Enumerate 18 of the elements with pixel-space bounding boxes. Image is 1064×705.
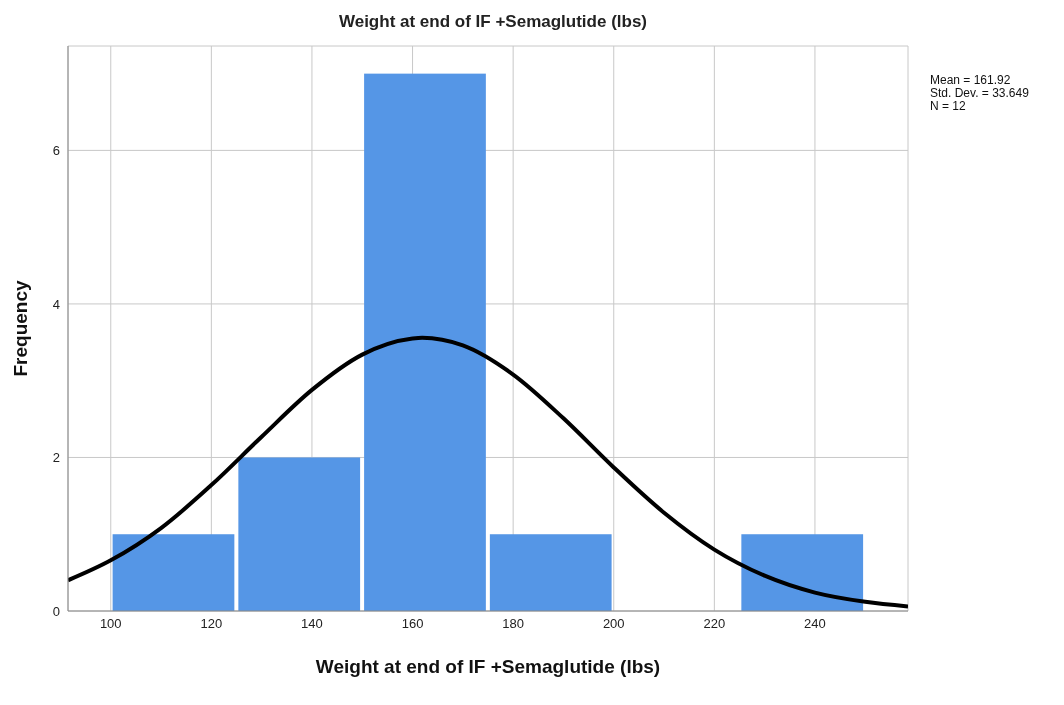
x-tick-label: 140: [301, 616, 323, 632]
x-tick-label: 220: [703, 616, 726, 632]
x-axis-title: Weight at end of IF +Semaglutide (lbs): [315, 656, 661, 677]
y-tick-label: 0: [52, 603, 60, 619]
x-tick-label: 120: [200, 616, 223, 632]
text: Std. Dev. = 33.649: [930, 86, 1029, 100]
text: N = 12: [930, 99, 967, 113]
x-tick-label: 160: [401, 616, 424, 632]
x-tick-label: 200: [602, 616, 625, 632]
x-tick-label: 180: [502, 616, 524, 632]
text: Mean = 161.92: [930, 73, 1012, 87]
y-tick-label: 4: [52, 296, 60, 312]
y-tick-label: 2: [52, 450, 60, 466]
y-tick-label: 6: [52, 143, 60, 159]
x-tick-label: 240: [804, 616, 826, 632]
chart-title: Weight at end of IF +Semaglutide (lbs): [337, 12, 649, 32]
x-tick-label: 100: [99, 616, 122, 632]
y-axis-title: Frequency: [9, 280, 31, 377]
